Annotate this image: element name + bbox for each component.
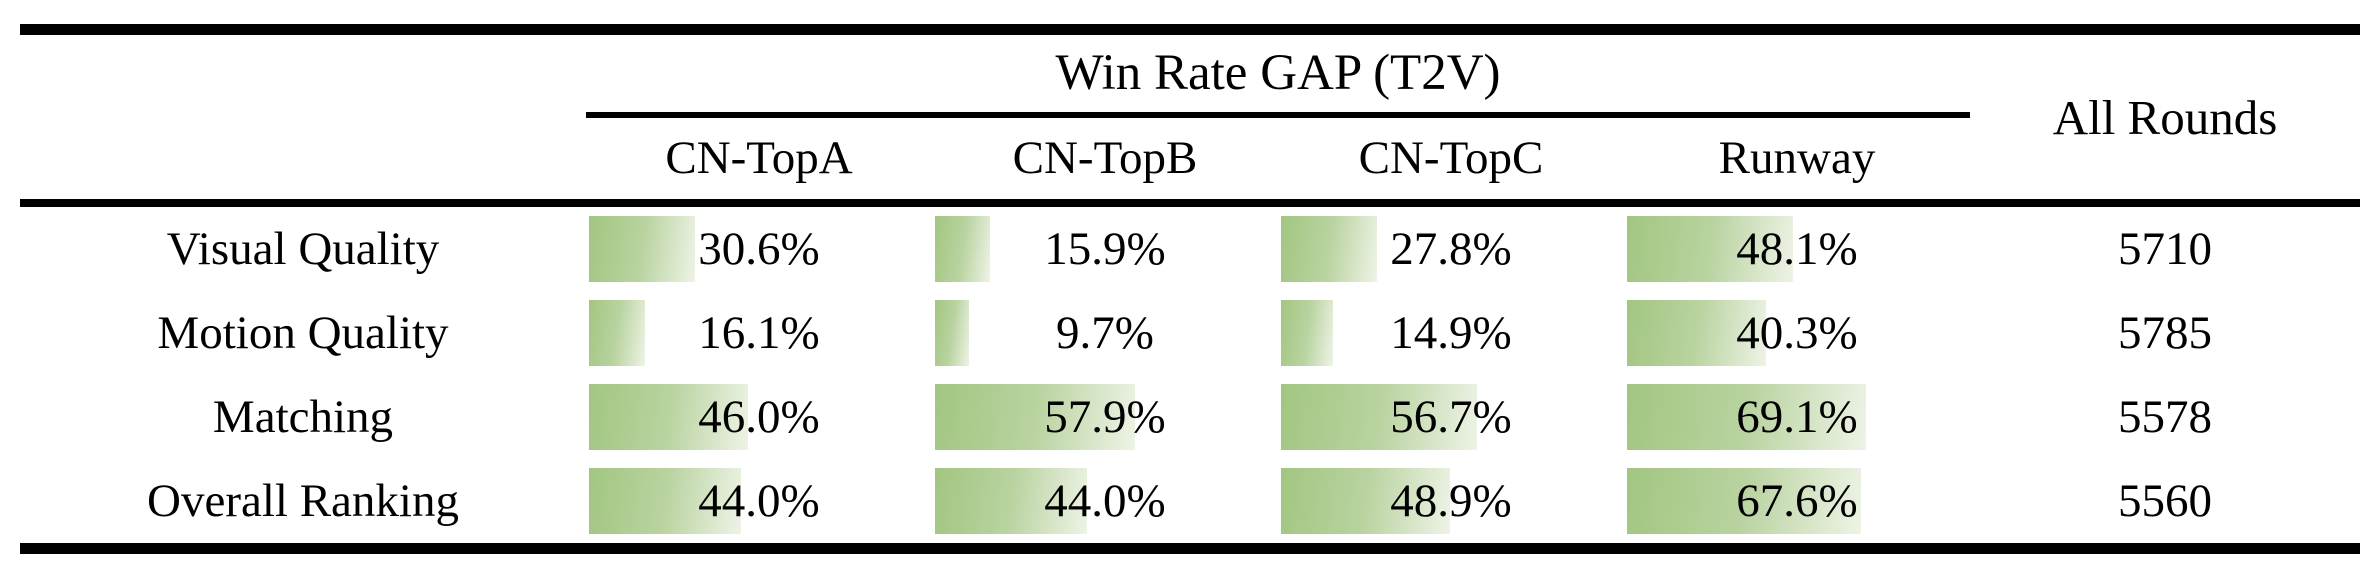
win-rate-bar: [935, 468, 1088, 534]
win-rate-bar: [589, 384, 749, 450]
win-rate-gap-table: Win Rate GAP (T2V) CN-TopA CN-TopB CN-To…: [20, 24, 2360, 554]
data-cell: 57.9%: [932, 375, 1278, 459]
table-row-overall-ranking: Overall Ranking 44.0% 44.0% 48.9% 67.6% …: [20, 459, 2360, 543]
mid-rule: [20, 199, 2360, 207]
data-cell: 44.0%: [932, 459, 1278, 543]
row-label: Visual Quality: [166, 222, 440, 275]
row-label: Overall Ranking: [147, 474, 459, 527]
cell-value: 30.6%: [698, 222, 820, 275]
cell-value: 57.9%: [1044, 390, 1166, 443]
table-row-matching: Matching 46.0% 57.9% 56.7% 69.1% 5578: [20, 375, 2360, 459]
win-rate-bar: [1281, 216, 1378, 282]
win-rate-bar: [1281, 300, 1333, 366]
data-cell: 30.6%: [586, 207, 932, 291]
column-header-all-rounds: All Rounds: [2052, 89, 2278, 145]
data-cell: 48.9%: [1278, 459, 1624, 543]
data-cell: 46.0%: [586, 375, 932, 459]
all-rounds-value: 5710: [2118, 222, 2212, 275]
cell-value: 69.1%: [1736, 390, 1858, 443]
cell-value: 40.3%: [1736, 306, 1858, 359]
cell-value: 9.7%: [1056, 306, 1154, 359]
win-rate-bar: [1627, 384, 1867, 450]
cell-value: 16.1%: [698, 306, 820, 359]
win-rate-bar: [935, 300, 969, 366]
data-cell: 69.1%: [1624, 375, 1970, 459]
cell-value: 48.1%: [1736, 222, 1858, 275]
column-header-cn-topa: CN-TopA: [665, 132, 853, 184]
win-rate-bar: [1281, 384, 1478, 450]
data-cell: 48.1%: [1624, 207, 1970, 291]
table-row-motion-quality: Motion Quality 16.1% 9.7% 14.9% 40.3% 57…: [20, 291, 2360, 375]
all-rounds-value: 5785: [2118, 306, 2212, 359]
cell-value: 56.7%: [1390, 390, 1512, 443]
all-rounds-value: 5560: [2118, 474, 2212, 527]
bottom-rule: [20, 543, 2360, 554]
table-header: Win Rate GAP (T2V) CN-TopA CN-TopB CN-To…: [20, 35, 2360, 199]
data-cell: 14.9%: [1278, 291, 1624, 375]
win-rate-bar: [1627, 468, 1861, 534]
data-cell: 56.7%: [1278, 375, 1624, 459]
data-cell: 67.6%: [1624, 459, 1970, 543]
win-rate-bar: [935, 216, 990, 282]
cell-value: 15.9%: [1044, 222, 1166, 275]
top-rule: [20, 24, 2360, 35]
data-cell: 44.0%: [586, 459, 932, 543]
row-label: Motion Quality: [157, 306, 449, 359]
row-label: Matching: [212, 390, 394, 443]
win-rate-bar: [1627, 216, 1794, 282]
data-cell: 15.9%: [932, 207, 1278, 291]
table-row-visual-quality: Visual Quality 30.6% 15.9% 27.8% 48.1% 5…: [20, 207, 2360, 291]
data-cell: 9.7%: [932, 291, 1278, 375]
win-rate-bar: [1281, 468, 1451, 534]
data-cell: 27.8%: [1278, 207, 1624, 291]
column-header-cn-topb: CN-TopB: [1012, 132, 1198, 184]
cell-value: 48.9%: [1390, 474, 1512, 527]
column-header-runway: Runway: [1718, 132, 1876, 184]
cmid-rule: [586, 112, 1970, 118]
table-title: Win Rate GAP (T2V): [1055, 45, 1501, 101]
cell-value: 44.0%: [1044, 474, 1166, 527]
win-rate-bar: [589, 468, 742, 534]
win-rate-bar: [935, 384, 1136, 450]
cell-value: 44.0%: [698, 474, 820, 527]
cell-value: 14.9%: [1390, 306, 1512, 359]
win-rate-bar: [589, 216, 695, 282]
cell-value: 67.6%: [1736, 474, 1858, 527]
column-header-cn-topc: CN-TopC: [1358, 132, 1544, 184]
all-rounds-value: 5578: [2118, 390, 2212, 443]
cell-value: 27.8%: [1390, 222, 1512, 275]
data-cell: 40.3%: [1624, 291, 1970, 375]
win-rate-bar: [589, 300, 645, 366]
cell-value: 46.0%: [698, 390, 820, 443]
data-cell: 16.1%: [586, 291, 932, 375]
win-rate-bar: [1627, 300, 1767, 366]
